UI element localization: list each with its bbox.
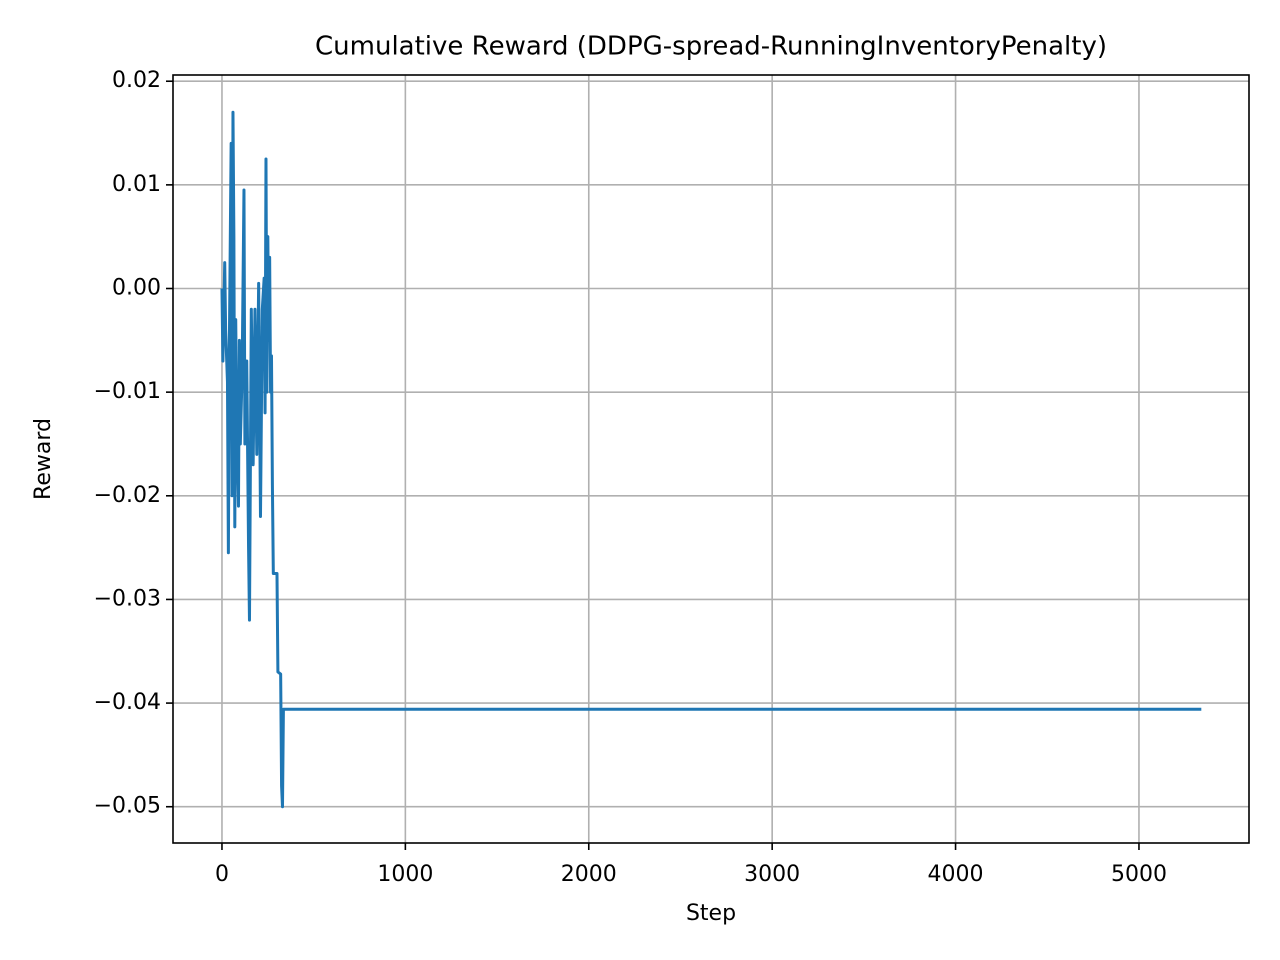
- y-tick-label: −0.05: [94, 794, 161, 819]
- x-tick-label: 0: [215, 862, 229, 887]
- y-tick-label: 0.01: [112, 172, 161, 197]
- x-tick-label: 4000: [928, 862, 984, 887]
- y-tick-label: −0.01: [94, 379, 161, 404]
- y-tick-label: −0.04: [94, 690, 161, 715]
- y-tick-label: 0.00: [112, 276, 161, 301]
- x-tick-label: 2000: [561, 862, 617, 887]
- chart-title: Cumulative Reward (DDPG-spread-RunningIn…: [315, 32, 1107, 62]
- x-tick-label: 5000: [1111, 862, 1167, 887]
- y-tick-label: −0.03: [94, 586, 161, 611]
- y-tick-label: −0.02: [94, 483, 161, 508]
- x-axis-label: Step: [686, 901, 736, 926]
- y-tick-label: 0.02: [112, 68, 161, 93]
- x-tick-label: 3000: [744, 862, 800, 887]
- line-series: [220, 110, 1202, 809]
- y-axis-label: Reward: [31, 418, 56, 500]
- plot-frame: [172, 74, 1250, 844]
- x-tick-label: 1000: [377, 862, 433, 887]
